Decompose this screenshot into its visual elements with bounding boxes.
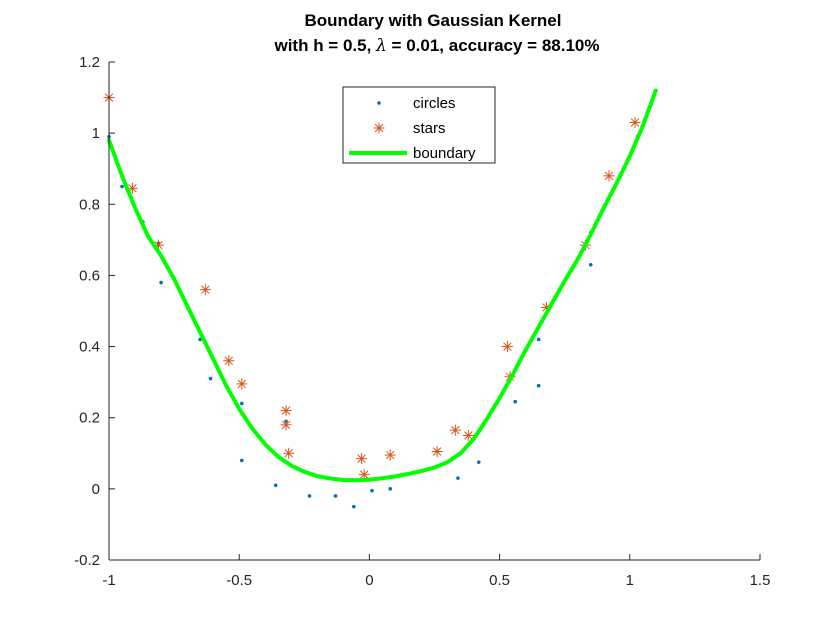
y-tick-label-7: 1.2 <box>79 54 100 71</box>
y-tick-label-5: 0.8 <box>79 196 100 213</box>
circle-point-8 <box>240 458 244 463</box>
x-tick-label-3: 0.5 <box>489 572 510 589</box>
y-tick-label-1: 0 <box>92 481 100 498</box>
star-point-14 <box>462 430 474 441</box>
circle-point-18 <box>513 399 518 404</box>
circle-point-14 <box>370 488 374 493</box>
circle-point-9 <box>273 483 278 488</box>
circle-point-7 <box>240 401 244 406</box>
legend-circle-marker <box>377 101 381 105</box>
y-tick-label-3: 0.4 <box>79 339 100 356</box>
circle-point-16 <box>456 476 460 480</box>
axes-layer: -1 -0.5 0 0.5 1 1.5 -0.2 0 0.2 0.4 0.6 0.8 1 1.2 <box>74 54 770 589</box>
star-point-5 <box>236 378 248 390</box>
star-point-11 <box>384 449 396 461</box>
circle-point-11 <box>307 494 312 498</box>
y-tick-label-6: 1 <box>92 125 100 142</box>
circle-point-12 <box>333 494 338 498</box>
legend-box <box>342 86 496 164</box>
circle-point-3 <box>159 280 163 285</box>
star-point-6 <box>280 405 292 417</box>
circle-point-19 <box>536 337 541 342</box>
title-prefix: with h = 0.5, <box>273 36 376 55</box>
star-point-8 <box>283 447 295 459</box>
legend-item-stars: stars <box>373 120 446 137</box>
title-suffix: = 0.01, accuracy = 88.10% <box>387 36 600 55</box>
boundary-curve <box>107 88 658 483</box>
star-point-19 <box>603 170 615 182</box>
legend-star-marker <box>373 122 385 134</box>
y-tick-label-2: 0.2 <box>79 410 100 427</box>
star-point-7 <box>280 419 292 431</box>
x-tick-label-0: -1 <box>102 572 115 589</box>
y-tick-label-0: -0.2 <box>74 552 100 569</box>
series-layer <box>103 88 658 509</box>
circle-point-13 <box>351 504 356 509</box>
lambda-symbol: λ <box>375 36 387 56</box>
star-point-9 <box>356 453 368 465</box>
circle-point-17 <box>476 460 481 464</box>
legend: circles stars boundary <box>342 86 496 164</box>
star-point-15 <box>501 341 513 353</box>
circle-point-6 <box>208 376 213 381</box>
circle-point-1 <box>120 184 124 189</box>
x-tick-label-5: 1.5 <box>750 572 771 589</box>
series-boundary <box>107 88 658 483</box>
legend-label-stars: stars <box>413 120 446 137</box>
x-tick-label-4: 1 <box>626 572 634 589</box>
star-point-20 <box>629 116 641 128</box>
circle-point-21 <box>588 262 593 267</box>
star-point-4 <box>223 355 235 367</box>
legend-item-boundary: boundary <box>349 145 476 162</box>
x-tick-label-2: 0 <box>365 572 373 589</box>
plot-area: -1 -0.5 0 0.5 1 1.5 -0.2 0 0.2 0.4 0.6 0.8 1 1.2 <box>74 54 770 589</box>
chart-title-line-1: Boundary with Gaussian Kernel <box>305 11 562 30</box>
star-point-3 <box>199 284 211 296</box>
legend-label-circles: circles <box>413 95 456 112</box>
series-stars <box>103 92 641 481</box>
circle-point-20 <box>536 383 541 388</box>
x-tick-label-1: -0.5 <box>226 572 252 589</box>
legend-item-circles: circles <box>377 95 456 112</box>
chart-title-line-2: with h = 0.5, λ = 0.01, accuracy = 88.10… <box>273 36 599 56</box>
star-point-13 <box>449 424 461 436</box>
circle-point-15 <box>388 487 393 491</box>
y-tick-label-4: 0.6 <box>79 267 100 284</box>
star-point-12 <box>431 446 443 458</box>
legend-label-boundary: boundary <box>413 145 476 162</box>
